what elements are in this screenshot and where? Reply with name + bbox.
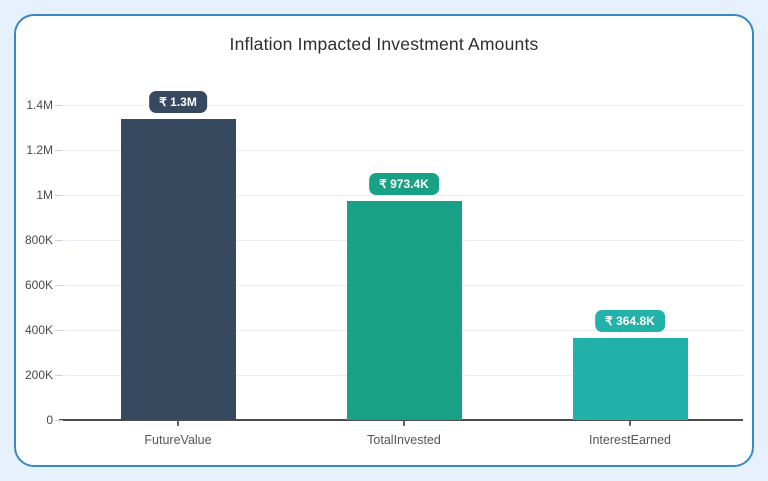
gridline: [65, 149, 743, 151]
value-label-futurevalue: ₹ 1.3M: [149, 91, 207, 113]
value-label-totalinvested: ₹ 973.4K: [369, 173, 439, 195]
chart-title: Inflation Impacted Investment Amounts: [229, 34, 539, 54]
y-axis-tick: [55, 374, 63, 376]
y-axis-tick-label: 1.2M: [26, 143, 53, 157]
y-axis-tick-label: 800K: [24, 233, 53, 247]
plot-area: 0 200K 400K 600K 800K 1M 1.2M 1.4M ₹ 1.3M FutureV…: [25, 91, 743, 447]
y-axis-tick-label: 1M: [36, 188, 53, 202]
x-axis-label-interestearned: InterestEarned: [589, 433, 671, 447]
x-axis-label-totalinvested: TotalInvested: [367, 433, 441, 447]
y-axis-tick: [55, 419, 63, 421]
bar-totalinvested[interactable]: [346, 201, 462, 420]
y-axis-tick: [55, 104, 63, 106]
bar-interestearned[interactable]: [572, 338, 688, 420]
y-axis-tick: [55, 284, 63, 286]
y-axis-tick-label: 0: [46, 413, 53, 427]
x-axis-label-futurevalue: FutureValue: [144, 433, 212, 447]
gridline: [65, 194, 743, 196]
x-axis-tick: [629, 421, 631, 426]
x-axis-tick: [403, 421, 405, 426]
y-axis-tick: [55, 149, 63, 151]
bar-futurevalue[interactable]: [120, 119, 236, 420]
y-axis-tick-label: 1.4M: [26, 98, 53, 112]
chart-card: Inflation Impacted Investment Amounts 0 2…: [14, 14, 754, 467]
y-axis-tick-label: 400K: [24, 323, 53, 337]
y-axis-tick-label: 200K: [24, 368, 53, 382]
gridline: [65, 104, 743, 106]
y-axis-tick-label: 600K: [24, 278, 53, 292]
value-label-interestearned: ₹ 364.8K: [595, 310, 665, 332]
y-axis-tick: [55, 329, 63, 331]
y-axis-tick: [55, 239, 63, 241]
y-axis-tick: [55, 194, 63, 196]
x-axis-tick: [177, 421, 179, 426]
x-axis-line: [59, 419, 743, 421]
